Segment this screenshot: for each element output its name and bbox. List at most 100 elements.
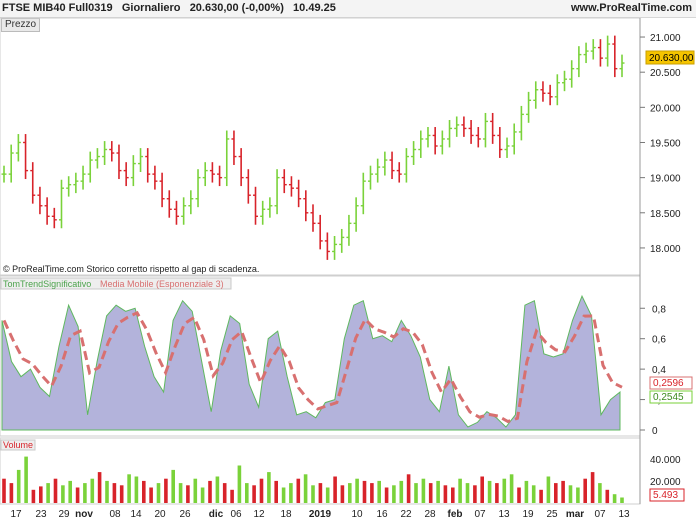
volume-bar (325, 487, 330, 503)
symbol-label: FTSE MIB40 Full0319 (2, 2, 113, 14)
price-bar (8, 144, 14, 183)
price-bar (202, 162, 208, 187)
volume-bar (531, 485, 536, 503)
indicator-tag-ma[interactable]: Media Mobile (Esponenziale 3) (100, 279, 224, 289)
volume-bar (24, 456, 28, 503)
x-tick-label: 06 (230, 509, 242, 520)
price-bar (138, 148, 144, 173)
volume-bar (9, 483, 14, 503)
price-bar (597, 39, 603, 67)
volume-bar (200, 487, 205, 503)
price-bar (102, 141, 108, 165)
x-tick-label: 23 (35, 509, 47, 520)
price-bar (238, 148, 244, 187)
indicator-tag-main[interactable]: TomTrendSignificativo (3, 279, 91, 289)
price-bar (547, 84, 553, 106)
price-bar (195, 169, 201, 208)
volume-bar (267, 472, 271, 503)
x-tick-label: 20 (154, 509, 166, 520)
price-bar (80, 165, 86, 190)
price-bar (188, 190, 194, 215)
price-bar (15, 134, 21, 162)
timeframe-label[interactable]: Giornaliero (121, 2, 181, 14)
price-bar (554, 74, 560, 106)
volume-bar (215, 476, 220, 503)
volume-tag[interactable]: Volume (3, 440, 33, 450)
volume-bar (546, 476, 551, 503)
volume-bar (119, 485, 124, 503)
price-bar (353, 197, 359, 232)
volume-bar (370, 483, 374, 503)
price-bar (209, 162, 215, 183)
volume-bar (46, 483, 50, 503)
copyright-note: © ProRealTime.com Storico corretto rispe… (3, 264, 259, 274)
price-bar (396, 162, 402, 183)
price-bar (23, 134, 29, 180)
volume-bar (561, 480, 565, 503)
volume-bar (443, 485, 448, 503)
volume-bar (2, 478, 6, 503)
volume-bar (362, 480, 367, 503)
volume-bar (605, 489, 610, 504)
price-bar (245, 169, 251, 204)
volume-bar (61, 485, 65, 503)
price-tick-label: 19.500 (650, 138, 681, 149)
volume-bar (303, 474, 308, 503)
volume-value-label: 5.493 (653, 490, 678, 501)
volume-bar (90, 478, 95, 503)
volume-bar (473, 485, 477, 503)
volume-bar (421, 478, 426, 503)
volume-bar (620, 497, 624, 503)
volume-bar (487, 480, 492, 503)
x-tick-label: 25 (546, 509, 558, 520)
price-bar (30, 162, 36, 204)
volume-bar (590, 472, 595, 503)
current-price-box (645, 50, 695, 65)
price-bar (619, 54, 625, 78)
price-bar (475, 127, 481, 148)
x-tick-label: 26 (179, 509, 191, 520)
chart-header: FTSE MIB40 Full0319 Giornaliero 20.630,0… (2, 0, 336, 17)
volume-bar (524, 480, 529, 503)
price-bar (454, 116, 460, 137)
volume-bar (333, 476, 337, 503)
x-tick-label: 2019 (309, 509, 332, 520)
axis-labels: 21.000 20.500 20.000 19.500 19.000 18.500 18.0… (10, 33, 681, 520)
volume-bar (539, 489, 543, 504)
x-tick-label: nov (75, 509, 93, 520)
volume-bar (171, 469, 175, 503)
price-bar (181, 197, 187, 225)
indicator-tick-label: 0 (652, 426, 658, 437)
site-link[interactable]: www.ProRealTime.com (570, 2, 692, 14)
volume-bar (612, 494, 617, 503)
volume-bar (127, 474, 131, 503)
price-bar (253, 186, 259, 225)
volume-bar (142, 480, 146, 503)
x-tick-label: feb (448, 509, 463, 520)
price-bar (310, 204, 316, 232)
volume-bar (451, 487, 455, 503)
volume-bar (186, 485, 190, 503)
price-bar (224, 130, 230, 187)
price-bar (267, 197, 273, 218)
price-bar (439, 130, 445, 155)
price-bar (166, 190, 172, 218)
price-bar (339, 228, 345, 253)
current-price-label: 20.630,00 (649, 53, 694, 64)
volume-bar (237, 465, 242, 503)
price-tick-label: 18.000 (650, 244, 681, 255)
price-bar (403, 148, 409, 183)
price-bar (497, 127, 503, 158)
price-bar (123, 162, 129, 187)
volume-bar (39, 486, 43, 503)
volume-bar (576, 487, 580, 503)
indicator-tick-label: 0,6 (652, 335, 666, 346)
x-tick-label: 17 (10, 509, 22, 520)
price-bar (447, 119, 453, 148)
volume-bar (31, 489, 36, 504)
volume-bar (296, 478, 301, 503)
price-bar (375, 158, 381, 183)
price-bar (145, 148, 151, 183)
ma-value-box (649, 376, 693, 390)
